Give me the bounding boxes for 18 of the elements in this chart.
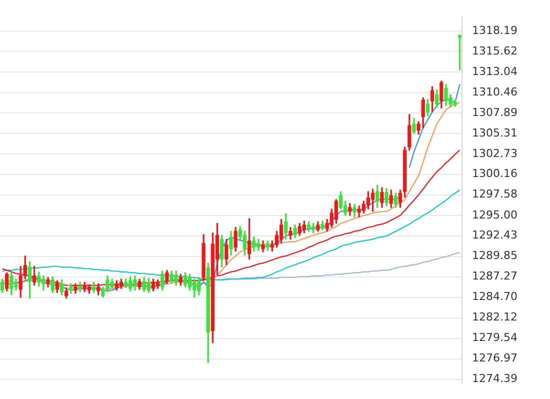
y-tick-label: 1287.27 [472, 270, 518, 283]
y-tick-label: 1300.16 [472, 167, 518, 180]
y-tick-label: 1276.97 [472, 352, 518, 365]
y-tick-label: 1274.39 [472, 372, 518, 386]
y-tick-label: 1289.85 [472, 249, 518, 262]
y-tick-label: 1295.00 [472, 208, 518, 222]
y-tick-label: 1307.89 [472, 106, 518, 119]
y-tick-label: 1279.54 [472, 331, 518, 344]
y-tick-label: 1310.46 [472, 85, 518, 98]
y-tick-label: 1297.58 [472, 188, 518, 201]
y-tick-label: 1305.31 [472, 126, 518, 140]
y-tick-label: 1315.62 [472, 44, 518, 58]
y-tick-label: 1292.43 [472, 228, 518, 242]
y-tick-label: 1302.73 [472, 146, 518, 160]
y-tick-label: 1284.70 [472, 290, 518, 304]
y-tick-label: 1318.19 [472, 24, 518, 37]
y-tick-label: 1282.12 [472, 310, 518, 324]
y-tick-label: 1313.04 [472, 64, 518, 78]
